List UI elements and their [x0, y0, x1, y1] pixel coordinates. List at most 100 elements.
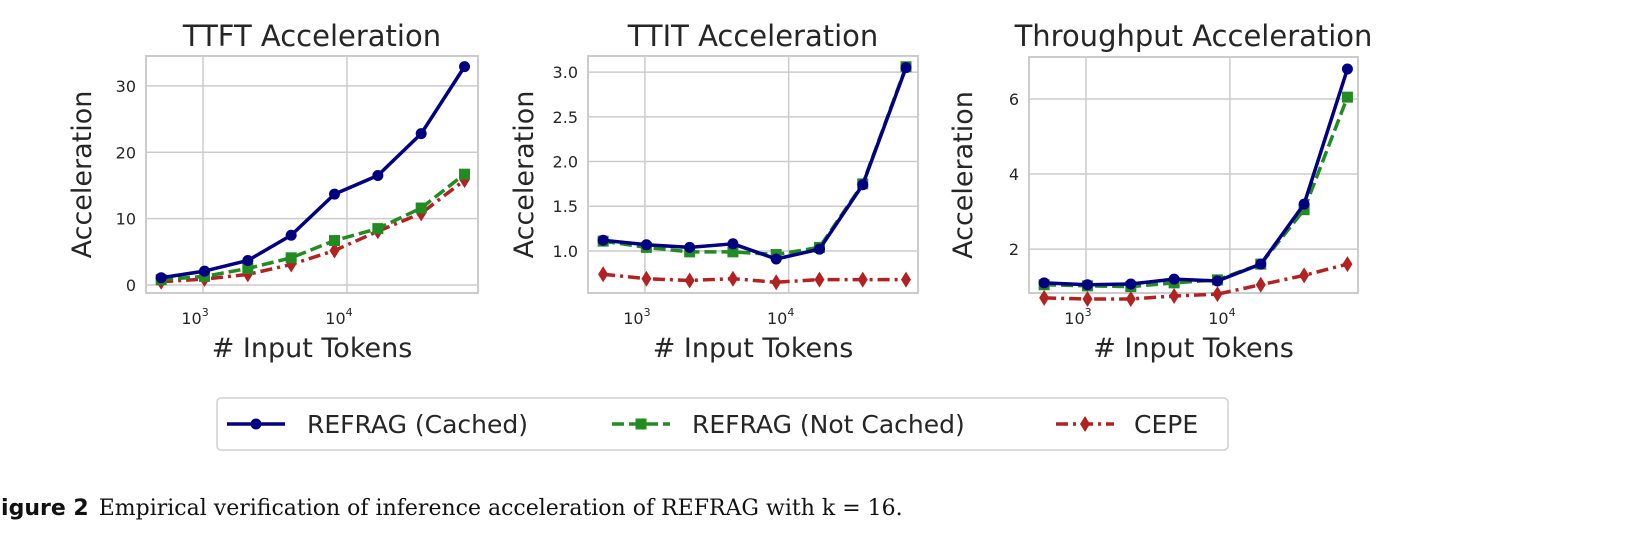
legend-entry: CEPE: [1056, 410, 1198, 439]
y-tick-label: 6: [1009, 90, 1019, 109]
data-point: [372, 223, 384, 235]
data-point: [329, 188, 341, 200]
data-point: [198, 265, 210, 277]
data-point: [242, 262, 254, 274]
data-point: [1038, 277, 1050, 289]
y-axis-label: Acceleration: [67, 91, 98, 259]
series-line: [160, 65, 467, 280]
data-point: [1298, 204, 1310, 216]
y-tick-label: 4: [1009, 165, 1019, 184]
legend: REFRAG (Cached) REFRAG (Not Cached) CEPE: [216, 397, 1229, 451]
y-tick-label: 20: [116, 143, 136, 162]
x-axis-label: # Input Tokens: [212, 333, 413, 364]
data-point: [727, 270, 738, 287]
data-point: [684, 272, 695, 289]
data-point: [285, 252, 297, 264]
chart-title: TTIT Acceleration: [627, 19, 879, 53]
data-point: [1342, 256, 1353, 273]
legend-entry: REFRAG (Cached): [227, 410, 528, 439]
data-point: [242, 254, 254, 266]
x-tick-base: 10: [325, 309, 345, 328]
data-point: [857, 179, 869, 191]
series-cepe: [598, 266, 911, 291]
y-tick-label: 30: [116, 77, 136, 96]
y-axis-label: Acceleration: [948, 91, 979, 259]
data-point: [813, 243, 825, 255]
data-point: [597, 234, 609, 246]
y-tick-label: 1.5: [553, 197, 578, 216]
legend-marker: [250, 418, 262, 430]
legend-label: CEPE: [1134, 410, 1198, 439]
x-tick-exponent: 4: [346, 306, 353, 319]
x-tick-label: 104: [1208, 306, 1235, 328]
data-point: [1169, 288, 1180, 305]
y-tick-label: 3.0: [553, 63, 578, 82]
x-tick-base: 10: [767, 309, 787, 328]
x-tick-label: 104: [767, 306, 794, 328]
y-axis-label: Acceleration: [509, 91, 540, 259]
y-tick-label: 2.0: [553, 153, 578, 172]
data-point: [1341, 63, 1353, 75]
data-point: [1125, 278, 1137, 290]
data-point: [415, 202, 427, 214]
data-point: [640, 239, 652, 251]
caption-label: Figure 2: [0, 496, 89, 521]
legend-box: [216, 397, 1229, 451]
data-point: [1255, 258, 1267, 270]
y-tick-label: 0: [126, 276, 136, 295]
legend-marker: [1080, 416, 1090, 432]
x-tick-label: 103: [623, 306, 650, 328]
data-point: [900, 271, 911, 288]
data-point: [598, 266, 609, 283]
data-point: [1299, 267, 1310, 284]
x-tick-exponent: 3: [644, 306, 651, 319]
x-tick-base: 10: [181, 309, 201, 328]
data-point: [1039, 289, 1050, 306]
x-tick-exponent: 3: [1085, 306, 1092, 319]
x-tick-base: 10: [1064, 309, 1084, 328]
data-point: [641, 270, 652, 287]
data-point: [459, 61, 471, 73]
series-cepe: [1039, 256, 1353, 308]
y-tick-label: 2: [1009, 240, 1019, 259]
series-line: [1044, 96, 1350, 289]
x-tick-exponent: 4: [787, 306, 794, 319]
series-line: [161, 178, 466, 284]
series-refrag-cached: [1038, 63, 1353, 291]
data-point: [900, 62, 912, 74]
data-point: [814, 271, 825, 288]
x-tick-label: 104: [325, 306, 352, 328]
legend-label: REFRAG (Not Cached): [692, 410, 965, 439]
data-point: [1212, 286, 1223, 303]
chart-title: Throughput Acceleration: [1014, 19, 1373, 53]
x-axis-label: # Input Tokens: [1093, 333, 1294, 364]
data-point: [770, 253, 782, 265]
x-tick-base: 10: [1208, 309, 1228, 328]
series-line: [161, 172, 466, 282]
data-point: [727, 238, 739, 250]
data-point: [857, 271, 868, 288]
data-point: [285, 229, 297, 241]
legend-label: REFRAG (Cached): [307, 410, 528, 439]
series-line: [602, 66, 908, 257]
data-point: [372, 169, 384, 181]
data-point: [684, 241, 696, 253]
series-line: [602, 272, 906, 285]
data-point: [1341, 91, 1353, 103]
chart-title: TTFT Acceleration: [182, 19, 441, 53]
data-point: [1081, 279, 1093, 291]
caption-text: Empirical verification of inference acce…: [98, 496, 903, 521]
series-line: [1044, 68, 1350, 287]
data-point: [329, 242, 340, 259]
axes-frame: [587, 55, 919, 294]
series-line: [1044, 262, 1348, 301]
axes-frame: [1028, 56, 1359, 294]
y-tick-label: 10: [116, 210, 136, 229]
data-point: [459, 168, 471, 180]
data-point: [1211, 275, 1223, 287]
data-point: [415, 128, 427, 140]
